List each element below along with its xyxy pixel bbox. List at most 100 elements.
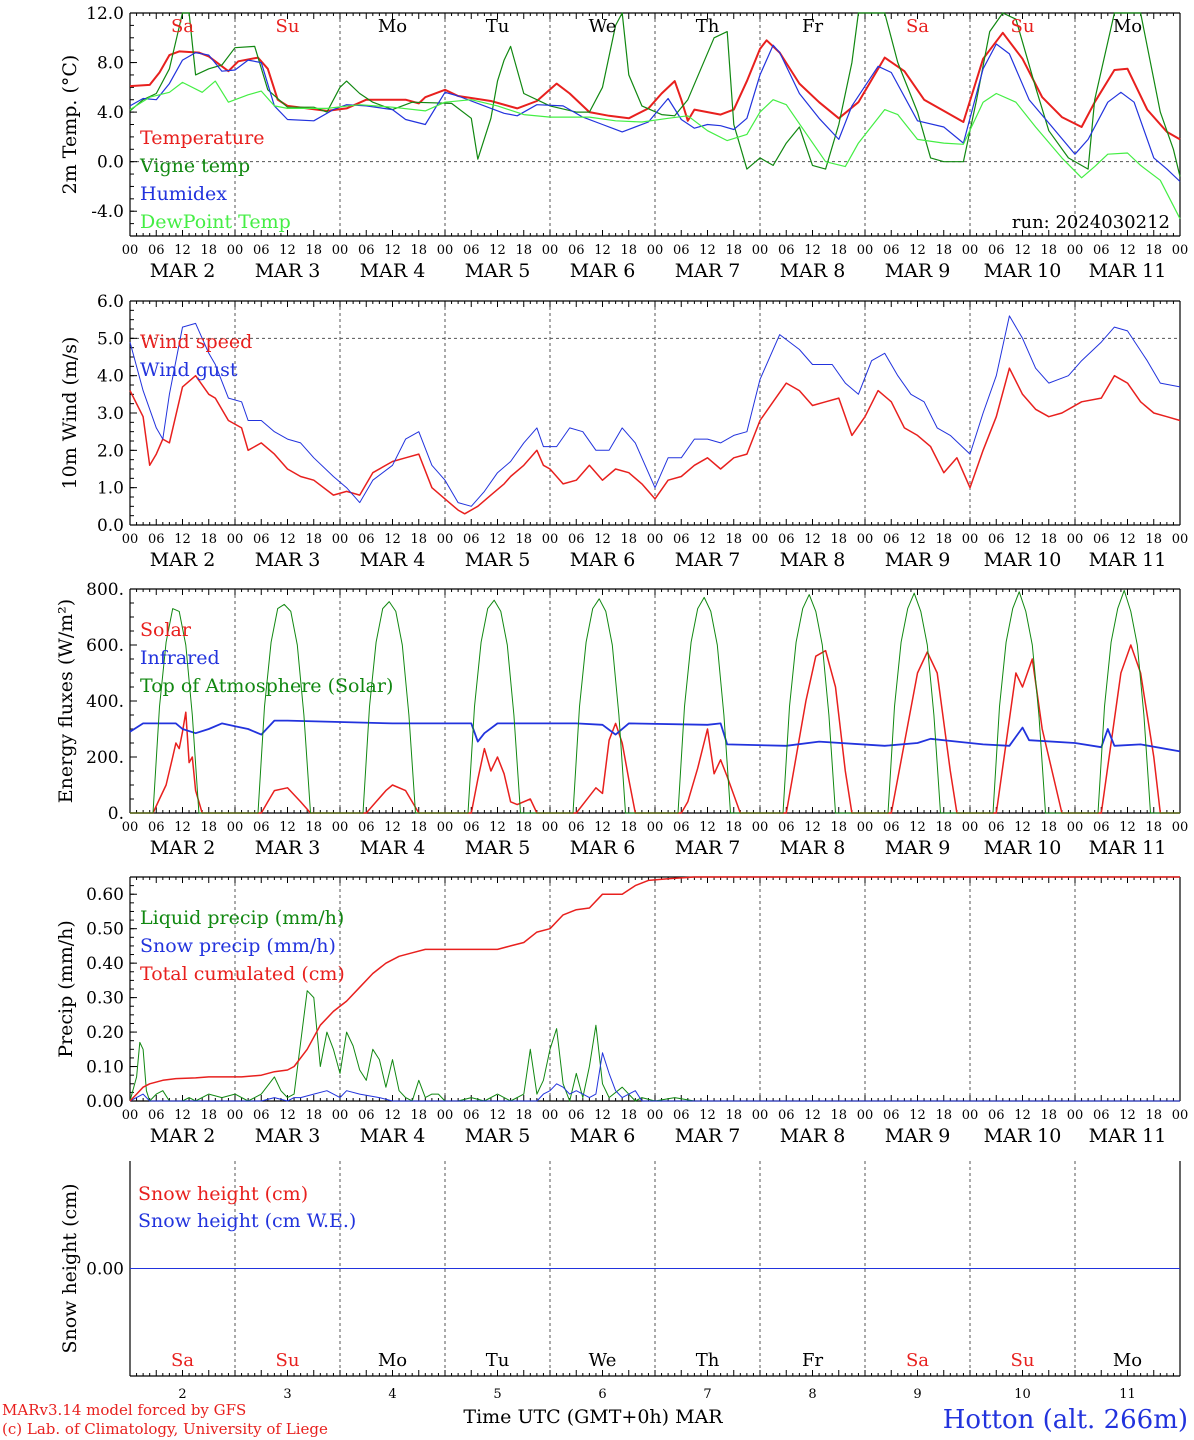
hour-tick-label: 12 — [699, 820, 716, 835]
hour-tick-label: 00 — [962, 532, 979, 547]
hour-tick-label: 18 — [410, 820, 427, 835]
series-line-top-of-atmosphere-solar — [130, 589, 1180, 814]
hour-tick-label: 06 — [1093, 820, 1110, 835]
y-tick-label: 4.0 — [97, 103, 124, 123]
y-tick-label: 0.60 — [86, 885, 124, 905]
hour-tick-label: 18 — [725, 1108, 742, 1123]
date-label: MAR 3 — [255, 260, 321, 282]
hour-tick-label: 18 — [305, 243, 322, 258]
hour-tick-label: 06 — [778, 243, 795, 258]
series-line-total-cumulated-cm — [129, 876, 1180, 1102]
hour-tick-label: 18 — [410, 1108, 427, 1123]
hour-tick-label: 18 — [515, 820, 532, 835]
hour-tick-label: 12 — [489, 243, 506, 258]
y-axis-title: Energy fluxes (W/m²) — [55, 599, 77, 803]
hour-tick-label: 12 — [384, 532, 401, 547]
hour-tick-label: 12 — [1014, 820, 1031, 835]
hour-tick-label: 12 — [489, 532, 506, 547]
hour-tick-label: 06 — [568, 243, 585, 258]
y-tick-label: 2.0 — [97, 441, 124, 461]
hour-tick-label: 06 — [253, 243, 270, 258]
hour-tick-label: 00 — [962, 1108, 979, 1123]
hour-tick-label: 06 — [1093, 1108, 1110, 1123]
legend-entry: Top of Atmosphere (Solar) — [140, 675, 393, 697]
hour-tick-label: 12 — [174, 1108, 191, 1123]
credit-line-lab: (c) Lab. of Climatology, University of L… — [2, 1420, 328, 1438]
hour-tick-label: 18 — [830, 1108, 847, 1123]
hour-tick-label: 06 — [988, 1108, 1005, 1123]
hour-tick-label: 12 — [489, 1108, 506, 1123]
day-number-label: 8 — [808, 1387, 816, 1402]
panel-wind: 6.0 5.0 4.0 3.0 2.0 1.0 0.0 10m Wind (m/s) Wind … — [59, 292, 1188, 571]
date-label: MAR 2 — [150, 549, 216, 571]
legend-entry: Liquid precip (mm/h) — [140, 907, 344, 929]
hour-tick-label: 18 — [200, 1108, 217, 1123]
weekday-label: Sa — [906, 1350, 929, 1371]
y-tick-label: 4.0 — [97, 367, 124, 387]
hour-tick-label: 06 — [673, 820, 690, 835]
y-tick-label: 200. — [86, 748, 124, 768]
hour-tick-label: 00 — [647, 243, 664, 258]
y-tick-label: 0. — [108, 804, 124, 824]
legend-entry: DewPoint Temp — [140, 211, 291, 233]
series-line-snow-precip-mm-h — [129, 1052, 1180, 1102]
y-tick-label: 0.30 — [86, 989, 124, 1009]
hour-tick-label: 12 — [174, 243, 191, 258]
y-tick-label: 0.00 — [86, 1092, 124, 1112]
day-number-label: 4 — [388, 1387, 396, 1402]
hour-tick-label: 18 — [305, 1108, 322, 1123]
weekday-label: Su — [1011, 1350, 1035, 1371]
hour-tick-label: 18 — [830, 820, 847, 835]
hour-tick-label: 00 — [647, 1108, 664, 1123]
hour-tick-label: 12 — [1119, 1108, 1136, 1123]
hour-tick-label: 00 — [1067, 820, 1084, 835]
date-label: MAR 5 — [465, 260, 531, 282]
legend-entry: Total cumulated (cm) — [140, 963, 345, 985]
hour-tick-label: 00 — [437, 820, 454, 835]
date-label: MAR 4 — [360, 549, 426, 571]
date-label: MAR 3 — [255, 1125, 321, 1147]
legend-entry: Infrared — [140, 647, 220, 669]
hour-tick-label: 12 — [1014, 532, 1031, 547]
hour-tick-label: 06 — [253, 1108, 270, 1123]
legend-entry: Wind gust — [140, 359, 238, 381]
hour-tick-label: 00 — [647, 820, 664, 835]
run-annotation: run: 2024030212 — [1012, 212, 1170, 233]
hour-tick-label: 06 — [148, 243, 165, 258]
weekday-label: Th — [696, 1350, 720, 1371]
hour-tick-label: 18 — [1040, 532, 1057, 547]
date-label: MAR 11 — [1089, 1125, 1167, 1147]
weekday-label: Fr — [802, 16, 823, 37]
y-tick-label: 0.50 — [86, 920, 124, 940]
hour-tick-label: 06 — [148, 1108, 165, 1123]
hour-tick-label: 06 — [673, 1108, 690, 1123]
hour-tick-label: 18 — [935, 532, 952, 547]
date-label: MAR 9 — [885, 260, 951, 282]
date-label: MAR 4 — [360, 837, 426, 859]
hour-tick-label: 18 — [725, 532, 742, 547]
hour-tick-label: 00 — [227, 820, 244, 835]
hour-tick-label: 06 — [988, 820, 1005, 835]
weekday-label: Fr — [802, 1350, 823, 1371]
panel-energy: 800. 600. 400. 200. 0. Energy fluxes (W/m²) So… — [55, 580, 1188, 859]
hour-tick-label: 00 — [122, 820, 139, 835]
legend-entry: Humidex — [140, 183, 227, 205]
date-label: MAR 3 — [255, 549, 321, 571]
date-label: MAR 8 — [780, 260, 846, 282]
hour-tick-label: 00 — [1172, 1108, 1189, 1123]
hour-tick-label: 18 — [1040, 820, 1057, 835]
weekday-label: Sa — [906, 16, 929, 37]
date-label: MAR 4 — [360, 260, 426, 282]
hour-tick-label: 12 — [279, 243, 296, 258]
y-tick-label: 0.40 — [86, 954, 124, 974]
hour-tick-label: 06 — [358, 1108, 375, 1123]
hour-tick-label: 18 — [725, 820, 742, 835]
hour-tick-label: 06 — [883, 243, 900, 258]
hour-tick-label: 18 — [830, 532, 847, 547]
date-label: MAR 2 — [150, 1125, 216, 1147]
series-line-wind-gust — [129, 315, 1181, 507]
hour-tick-label: 18 — [515, 532, 532, 547]
series-line-humidex — [129, 43, 1181, 182]
hour-tick-label: 06 — [883, 1108, 900, 1123]
hour-tick-label: 00 — [542, 820, 559, 835]
